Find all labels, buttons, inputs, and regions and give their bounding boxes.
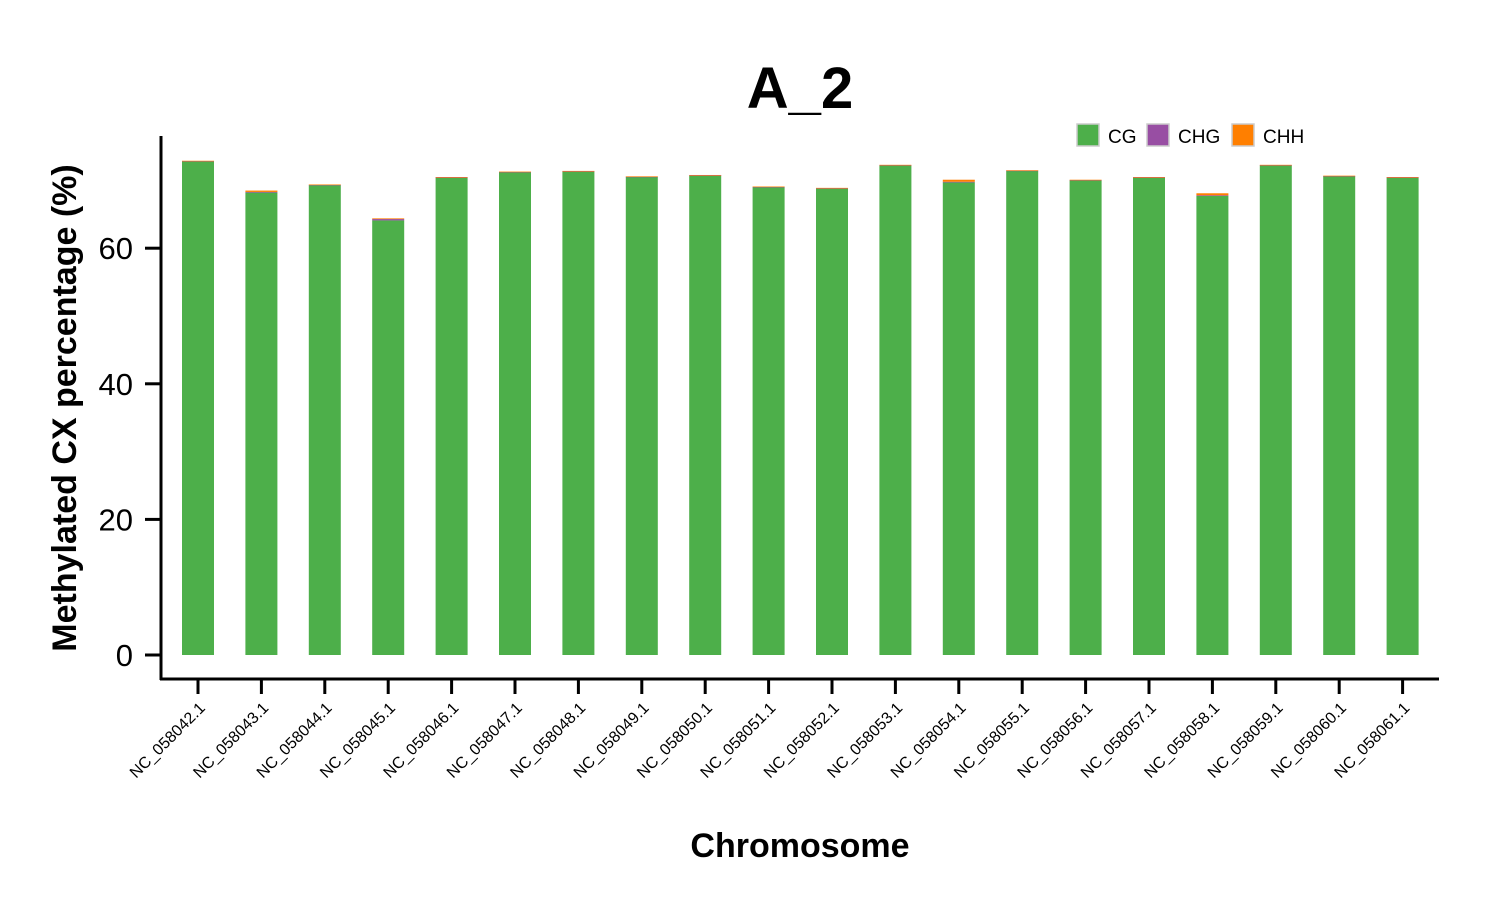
bar-cg-NC_058054.1 [942,182,975,655]
bar-cg-NC_058045.1 [372,220,405,655]
bar-chg-NC_058051.1 [752,186,785,188]
bar-chh-NC_058055.1 [1006,170,1039,171]
bar-cg-NC_058046.1 [435,177,468,655]
bar-chh-NC_058048.1 [562,170,595,172]
bar-chh-NC_058061.1 [1386,177,1419,178]
bar-chh-NC_058054.1 [942,179,975,182]
y-tick-label: 40 [99,367,133,402]
legend-swatch-chh [1231,123,1255,147]
bar-cg-NC_058060.1 [1323,176,1356,655]
bar-chg-NC_058060.1 [1323,175,1356,177]
bar-cg-NC_058056.1 [1069,180,1102,655]
bar-chg-NC_058050.1 [689,175,722,176]
bar-chg-NC_058046.1 [435,177,468,178]
bar-chh-NC_058047.1 [499,171,531,173]
bar-chg-NC_058048.1 [562,171,595,172]
bar-cg-NC_058052.1 [816,188,848,656]
bar-chh-NC_058050.1 [689,174,722,176]
bar-chg-NC_058057.1 [1133,177,1165,178]
bar-cg-NC_058042.1 [182,161,214,656]
y-axis-label: Methylated CX percentage (%) [46,164,84,651]
legend-label-chg: CHG [1178,127,1220,148]
bar-cg-NC_058047.1 [499,172,531,655]
bar-cg-NC_058053.1 [879,165,912,656]
bar-chg-NC_058045.1 [372,219,405,221]
bar-cg-NC_058055.1 [1006,170,1039,655]
bar-chh-NC_058045.1 [372,218,405,220]
y-tick-label: 0 [116,638,133,673]
x-axis-ticks: NC_058042.1NC_058043.1NC_058044.1NC_0580… [127,679,1413,782]
bar-chg-NC_058047.1 [499,171,531,173]
bar-cg-NC_058050.1 [689,175,722,655]
bar-chh-NC_058043.1 [245,190,278,192]
bar-chh-NC_058056.1 [1069,179,1102,181]
bar-chg-NC_058044.1 [308,184,341,186]
bar-chh-NC_058042.1 [182,160,214,162]
bar-cg-NC_058058.1 [1196,195,1229,656]
bar-cg-NC_058061.1 [1386,177,1419,655]
bar-chh-NC_058049.1 [625,176,658,177]
bar-chg-NC_058049.1 [625,176,658,178]
x-axis-label: Chromosome [690,827,909,865]
legend-label-cg: CG [1108,127,1137,148]
bar-chg-NC_058053.1 [879,165,912,166]
bar-chh-NC_058059.1 [1259,164,1292,166]
bar-chg-NC_058054.1 [942,181,975,183]
bar-chh-NC_058053.1 [879,164,912,166]
bar-chh-NC_058052.1 [816,187,848,189]
bar-chg-NC_058061.1 [1386,177,1419,178]
bar-chh-NC_058060.1 [1323,175,1356,177]
bar-chg-NC_058058.1 [1196,195,1229,196]
bar-chg-NC_058059.1 [1259,165,1292,166]
bar-chh-NC_058044.1 [308,184,341,186]
plot-area [182,160,1419,656]
bar-chh-NC_058058.1 [1196,193,1229,196]
bar-chg-NC_058056.1 [1069,180,1102,181]
legend-label-chh: CHH [1263,127,1304,148]
legend-swatch-cg [1076,123,1100,147]
bar-cg-NC_058051.1 [752,187,785,655]
legend: CG CHG CHH [1076,123,1304,148]
bar-chg-NC_058052.1 [816,188,848,189]
chart-title: A_2 [747,56,853,121]
bar-chg-NC_058043.1 [245,191,278,193]
bar-cg-NC_058043.1 [245,192,278,655]
bar-chh-NC_058057.1 [1133,177,1165,178]
y-tick-label: 20 [99,502,133,537]
y-axis-ticks: 0 20 40 60 [99,231,161,673]
bar-cg-NC_058049.1 [625,177,658,655]
bar-chg-NC_058055.1 [1006,170,1039,172]
bar-chh-NC_058046.1 [435,177,468,178]
bar-cg-NC_058044.1 [308,185,341,655]
bar-cg-NC_058059.1 [1259,165,1292,656]
bar-cg-NC_058048.1 [562,171,595,655]
y-tick-label: 60 [99,231,133,266]
bar-chh-NC_058051.1 [752,186,785,188]
legend-swatch-chg [1146,123,1170,147]
bar-chg-NC_058042.1 [182,161,214,162]
bar-cg-NC_058057.1 [1133,177,1165,655]
